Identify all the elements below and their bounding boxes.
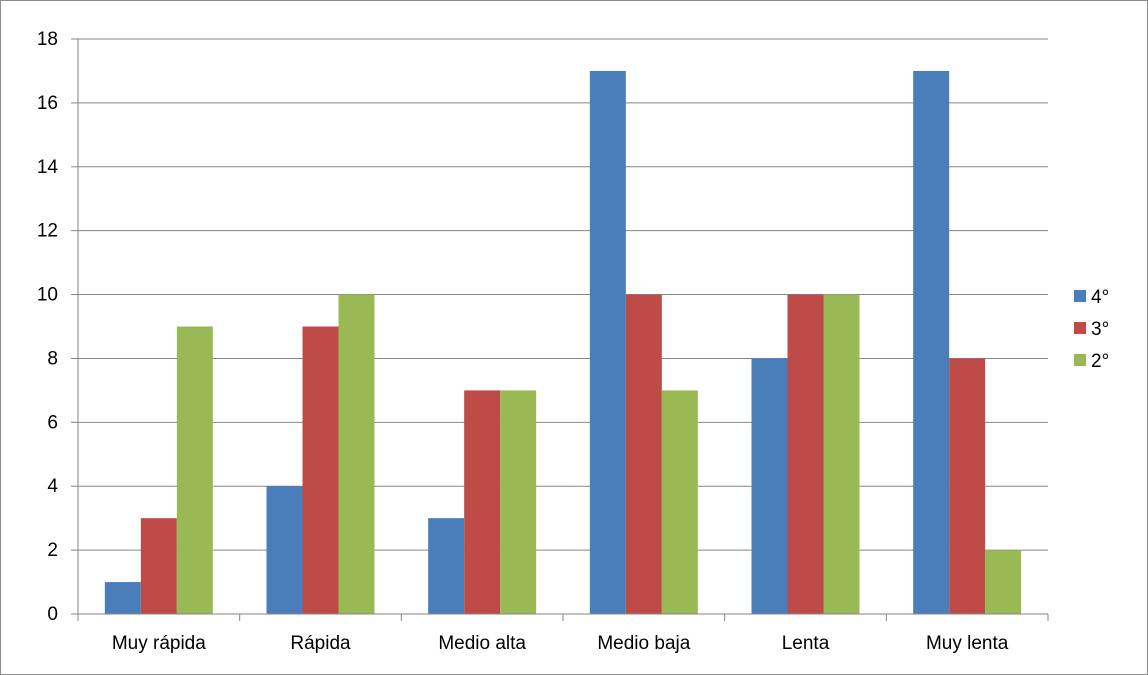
bar <box>140 518 177 614</box>
bar <box>913 70 950 614</box>
axes <box>71 38 1049 621</box>
bar <box>985 550 1022 614</box>
bar <box>104 582 141 614</box>
bar <box>787 294 824 614</box>
y-tick-labels: 0 2 4 6 8 10 12 14 16 18 <box>37 29 59 625</box>
y-tick-label: 8 <box>47 348 58 369</box>
x-tick-label: Muy rápida <box>112 633 206 654</box>
y-tick-label: 10 <box>37 285 58 306</box>
legend-swatch <box>1074 290 1086 302</box>
legend-label: 2° <box>1091 351 1109 372</box>
x-tick-labels: Muy rápida Rápida Medio alta Medio baja Lent… <box>112 633 1009 654</box>
x-tick-label: Medio baja <box>597 633 690 654</box>
bar <box>500 390 537 614</box>
legend-label: 3° <box>1091 319 1109 340</box>
x-tick-label: Rápida <box>290 633 351 654</box>
x-tick-label: Lenta <box>782 633 830 654</box>
y-tick-label: 2 <box>47 540 58 561</box>
bar <box>751 358 788 614</box>
bar <box>428 518 465 614</box>
y-tick-label: 6 <box>47 412 58 433</box>
y-tick-label: 18 <box>37 29 58 50</box>
bar <box>823 294 860 614</box>
bar <box>338 294 375 614</box>
bar <box>176 326 213 614</box>
legend-swatch <box>1074 354 1086 366</box>
bar <box>661 390 698 614</box>
gridlines <box>78 38 1048 551</box>
bar <box>949 358 986 614</box>
x-tick-label: Muy lenta <box>926 633 1009 654</box>
bar <box>589 70 626 614</box>
y-tick-label: 12 <box>37 221 58 242</box>
y-tick-label: 0 <box>47 604 58 625</box>
x-tick-label: Medio alta <box>438 633 526 654</box>
legend: 4° 3° 2° <box>1074 287 1109 372</box>
bar <box>464 390 501 614</box>
legend-label: 4° <box>1091 287 1109 308</box>
legend-swatch <box>1074 322 1086 334</box>
y-tick-label: 4 <box>47 476 58 497</box>
y-tick-label: 16 <box>37 93 58 114</box>
y-tick-label: 14 <box>37 157 59 178</box>
bar <box>302 326 339 614</box>
bar <box>266 486 303 614</box>
bars <box>104 70 1022 614</box>
bar <box>625 294 662 614</box>
